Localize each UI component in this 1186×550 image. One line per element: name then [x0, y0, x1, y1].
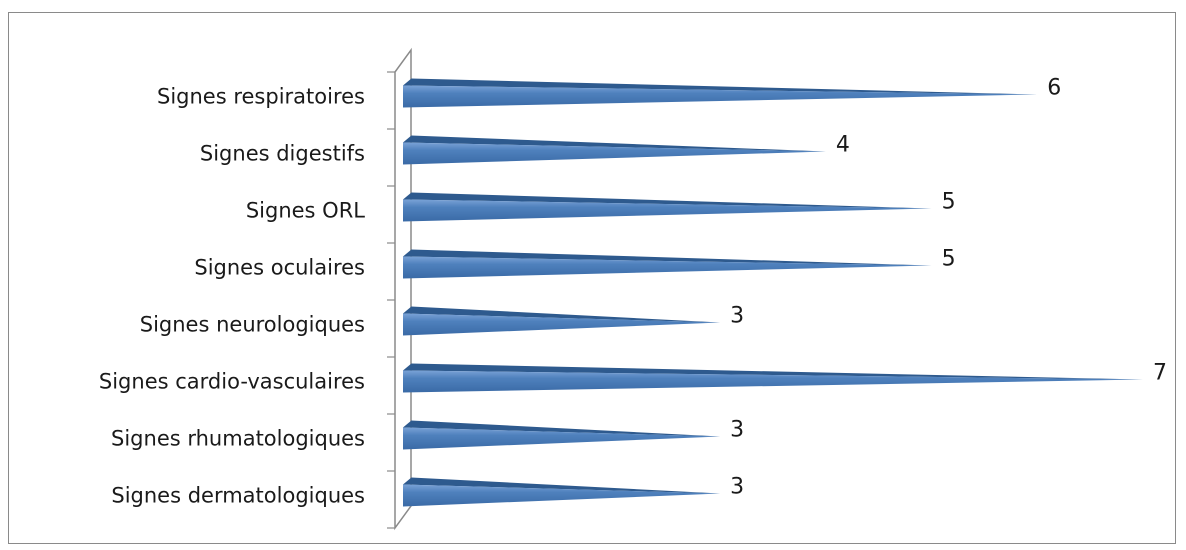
bar-top-face: [403, 477, 721, 494]
category-axis: [387, 47, 412, 531]
bar-top-face: [403, 78, 1038, 95]
bar-front-face: [403, 427, 721, 450]
category-label: Signes cardio-vasculaires: [99, 370, 365, 394]
value-label: 3: [730, 418, 744, 443]
value-label: 4: [836, 133, 850, 158]
bar-top-face: [403, 363, 1143, 380]
category-label: Signes respiratoires: [157, 85, 365, 109]
value-label: 6: [1047, 76, 1061, 101]
category-label: Signes ORL: [246, 199, 365, 223]
bar: [403, 192, 932, 222]
value-label: 7: [1153, 361, 1167, 386]
category-label: Signes neurologiques: [140, 313, 365, 337]
bar-front-face: [403, 256, 932, 279]
bar: [403, 249, 932, 279]
value-labels: 6 4 5 5 3 7 3 3: [730, 76, 1167, 500]
category-label: Signes dermatologiques: [111, 484, 365, 508]
bar: [403, 420, 721, 450]
bar-front-face: [403, 370, 1143, 393]
bar-top-face: [403, 306, 721, 323]
bar-front-face: [403, 85, 1038, 108]
axis-wall: [394, 47, 412, 531]
bar: [403, 477, 721, 507]
bar-front-face: [403, 313, 721, 336]
bar: [403, 78, 1038, 108]
bars: [403, 78, 1143, 507]
category-label: Signes rhumatologiques: [111, 427, 365, 451]
value-label: 5: [942, 190, 956, 215]
value-label: 3: [730, 475, 744, 500]
bar-front-face: [403, 199, 932, 222]
bar-top-face: [403, 420, 721, 437]
bar-top-face: [403, 192, 932, 209]
bar: [403, 135, 826, 165]
category-label: Signes oculaires: [194, 256, 365, 280]
value-label: 3: [730, 304, 744, 329]
category-label: Signes digestifs: [200, 142, 365, 166]
bar: [403, 363, 1143, 393]
bar-top-face: [403, 249, 932, 266]
bar-front-face: [403, 142, 826, 165]
bar-front-face: [403, 484, 721, 507]
value-label: 5: [942, 247, 956, 272]
category-labels: Signes respiratoires Signes digestifs Sign…: [99, 85, 365, 508]
bar-top-face: [403, 135, 826, 152]
bar: [403, 306, 721, 336]
